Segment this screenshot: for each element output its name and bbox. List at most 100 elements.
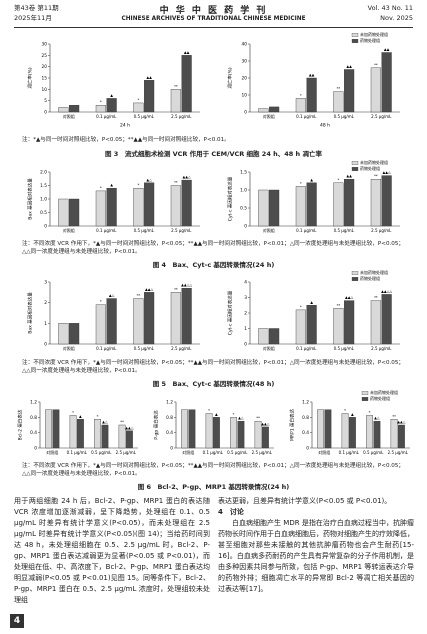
significance-marker: ** [336,303,340,307]
bar [181,179,192,227]
bar [268,106,279,113]
y-tick-label: 0.5 [40,210,47,216]
legend-swatch [351,167,358,171]
bar [316,409,324,449]
significance-marker: ▲▲△ [125,426,134,430]
legend-label: 药物处理组 [360,165,380,171]
left-column: 用于两组细胞 24 h 后，Bcl-2、P-gp、MRP1 蛋白的表达随 VCR… [14,496,210,606]
chart-panel: 凋亡率(%) 0 10 20 30 40 对照组 0.1 μg/mL * ▲▲ 0.5 μg/mL *… [226,32,400,129]
significance-marker: * [99,100,101,104]
bar [370,67,381,113]
significance-marker: ** [374,296,378,300]
bar [257,108,268,113]
bar [343,69,354,113]
bar [68,104,79,113]
y-tick-label: 20 [241,76,247,82]
x-tick-label: 2.5 μg/mL [371,346,392,351]
significance-marker: ▲▲△ [261,422,270,426]
significance-marker: ** [374,174,378,178]
significance-marker: ▲ [310,300,313,304]
bar [57,107,68,113]
y-tick-label: 0.4 [30,430,37,436]
x-tick-label: 2.5 μg/mL [171,346,192,351]
bar [306,305,317,345]
chart-panel: 凋亡率(%) 0 5 10 15 20 25 30 对照组 0.1 μg/mL * ▲ 0.5 μg/m… [26,42,200,129]
bar [76,419,84,449]
y-tick-label: 3 [244,295,247,301]
bar [101,424,108,449]
y-tick-label: 4 [244,280,247,286]
x-tick-label: 0.1 μg/mL [338,450,359,455]
significance-marker: ▲ [110,183,113,187]
y-tick-label: 0.8 [30,415,37,421]
y-tick-label: 10 [41,87,47,93]
x-tick-label: 0.1 μg/mL [96,114,117,119]
x-tick-label: 对照组 [262,113,274,119]
legend-label: 未加药物处理组 [360,270,388,275]
y-tick-label: 0 [244,110,247,116]
y-axis-label: Cyt-c 基因相对表达量 [226,176,233,221]
x-tick-label: 对照组 [62,227,74,233]
bar [95,190,106,227]
significance-marker: * [208,409,210,413]
x-tick-label: 对照组 [46,449,58,455]
significance-marker: ▲▲ [183,50,189,54]
bar [261,426,269,449]
y-tick-label: 10 [241,93,247,99]
legend-swatch [361,391,368,395]
legend-label: 未加药物处理组 [360,160,388,165]
significance-marker: ▲△ [374,416,380,420]
section-heading: 4 讨论 [218,508,244,516]
bar [95,104,106,113]
bar [306,182,317,227]
bar [125,430,133,449]
bar [390,419,397,449]
significance-marker: * [72,410,74,414]
significance-marker: ▲ [351,412,354,416]
bar [370,300,381,345]
x-tick-label: 对照组 [262,227,274,233]
bar [118,424,125,449]
bar [295,98,306,113]
figure-note: 注：不同浓度 VCR 作用下，*▲与同一时间对照组比较，P<0.05；**▲▲与… [22,241,405,255]
x-tick-label: 0.1 μg/mL [202,450,223,455]
y-tick-label: 1 [44,321,47,327]
y-tick-label: 1.0 [240,188,247,194]
legend-label: 未加药物处理组 [360,32,388,37]
figure-caption: 图 5 Bax、Cyt-c 基因转录情况(48 h) [152,380,275,388]
y-axis-label: P-gp 蛋白表达 [152,410,159,440]
x-tick-label: 0.1 μg/mL [66,450,87,455]
volume: 第43卷 第11期 [14,4,59,12]
bar [106,98,117,113]
x-tick-label: 对照组 [182,449,194,455]
bar [257,328,268,345]
significance-marker: ▲▲△ [344,296,353,300]
chart-panel: Bcl-2 蛋白表达 0 0.4 0.8 1.2 对照组 0.1 μg/mL * ▲ 0.5 μg… [16,400,138,455]
x-tick-label: 0.5 μg/mL [133,346,154,351]
x-tick-label: 0.5 μg/mL [333,114,354,119]
bar [381,52,392,113]
x-tick-label: 0.5 μg/mL [333,346,354,351]
y-tick-label: 0.8 [166,415,173,421]
chart-panel: Bax 基因相对表达量 0 1 2 3 对照组 0.1 μg/mL * ▲△ 0.5 μg/mL *… [26,280,200,351]
bar [212,417,220,449]
chart-panel: P-gp 蛋白表达 0 0.4 0.8 1.2 对照组 0.1 μg/mL * ▲ 0.5 μg/… [152,400,274,455]
bar [306,77,317,113]
x-tick-label: 0.1 μg/mL [296,346,317,351]
significance-marker: * [299,93,301,97]
significance-marker: ▲▲ [383,48,389,52]
y-tick-label: 0.4 [302,430,309,436]
bar [170,89,181,113]
significance-marker: ** [174,84,178,88]
bar [170,185,181,227]
x-tick-label: 0.5 μg/mL [227,450,248,455]
significance-marker: ** [336,87,340,91]
y-tick-label: 0.4 [166,430,173,436]
significance-marker: * [99,300,101,304]
y-tick-label: 1.5 [240,170,247,176]
bar [373,420,380,449]
bar [181,288,192,345]
volume-en: Vol. 43 No. 11 [367,4,413,12]
y-tick-label: 0 [244,342,247,348]
x-tick-label: 2.5 μg/mL [171,228,192,233]
